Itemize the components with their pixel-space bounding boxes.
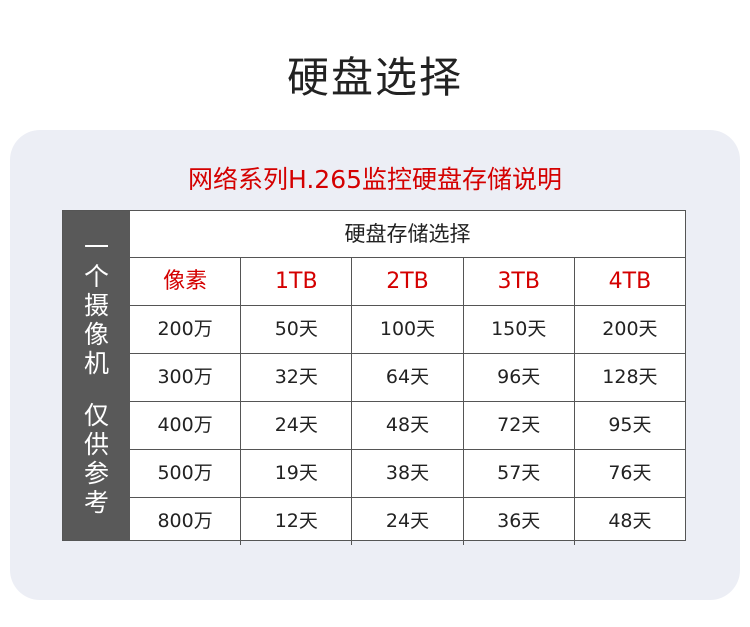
table-row: 200万 50天 100天 150天 200天 — [130, 306, 685, 354]
table-cell: 96天 — [464, 354, 575, 401]
table-cell: 150天 — [464, 306, 575, 353]
header-row: 像素 1TB 2TB 3TB 4TB — [130, 258, 685, 306]
table-cell: 38天 — [352, 450, 464, 497]
side-char: 仅 — [83, 401, 109, 430]
side-char: 供 — [83, 430, 109, 459]
table-grid: 硬盘存储选择 像素 1TB 2TB 3TB 4TB 200万 50天 100天 150天 200天… — [130, 211, 685, 545]
side-char: 一 — [83, 233, 109, 262]
subtitle: 网络系列H.265监控硬盘存储说明 — [187, 165, 563, 194]
side-char: 摄 — [83, 291, 109, 320]
table-row: 500万 19天 38天 57天 76天 — [130, 450, 685, 498]
side-label-top: 一个摄像机 — [63, 233, 130, 378]
side-char: 个 — [83, 262, 109, 291]
table-cell: 19天 — [241, 450, 353, 497]
table-cell: 72天 — [464, 402, 575, 449]
table-cell: 200天 — [602, 318, 658, 340]
table-cell: 200万 — [130, 306, 242, 353]
table-cell: 76天 — [608, 462, 652, 484]
table-header: 硬盘存储选择 — [130, 211, 685, 258]
table-cell: 128天 — [602, 366, 658, 388]
table-row: 400万 24天 48天 72天 95天 — [130, 402, 685, 450]
page-title: 硬盘选择 — [286, 53, 463, 102]
side-char: 考 — [83, 488, 109, 517]
side-char: 参 — [83, 459, 109, 488]
column-header: 4TB — [608, 269, 652, 294]
table-cell: 500万 — [130, 450, 242, 497]
table-cell: 32天 — [241, 354, 353, 401]
table-row: 800万 12天 24天 36天 48天 — [130, 498, 685, 545]
side-label-bottom: 仅供参考 — [63, 401, 130, 517]
column-header: 像素 — [130, 258, 242, 305]
column-header: 2TB — [352, 258, 464, 305]
table-cell: 48天 — [608, 510, 652, 532]
side-char: 像 — [83, 320, 109, 349]
table-cell: 100天 — [352, 306, 464, 353]
storage-table: 一个摄像机 仅供参考 硬盘存储选择 像素 1TB 2TB 3TB 4TB 200万 50天 1… — [62, 210, 686, 545]
table-cell: 57天 — [464, 450, 575, 497]
side-label: 一个摄像机 仅供参考 — [63, 211, 130, 540]
table-cell: 64天 — [352, 354, 464, 401]
table-cell: 12天 — [241, 498, 353, 545]
table-row: 300万 32天 64天 96天 128天 — [130, 354, 685, 402]
table-cell: 24天 — [352, 498, 464, 545]
table-cell: 300万 — [130, 354, 242, 401]
table-cell: 50天 — [241, 306, 353, 353]
table-cell: 800万 — [130, 498, 242, 545]
column-header: 3TB — [464, 258, 575, 305]
table-cell: 36天 — [464, 498, 575, 545]
table-cell: 24天 — [241, 402, 353, 449]
column-header: 1TB — [241, 258, 353, 305]
side-char: 机 — [83, 349, 109, 378]
table-cell: 95天 — [608, 414, 652, 436]
table-cell: 48天 — [352, 402, 464, 449]
table-cell: 400万 — [130, 402, 242, 449]
